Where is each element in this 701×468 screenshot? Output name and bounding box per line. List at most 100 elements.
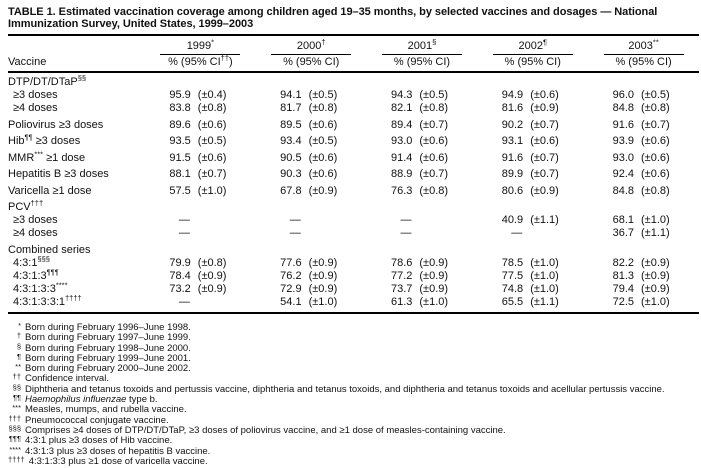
value-cell: 68.1 (±1.0): [588, 214, 699, 227]
percent-value: 81.3: [612, 269, 634, 282]
value-cell: 65.5 (±1.1): [477, 295, 588, 308]
ci-value: (±0.6): [419, 135, 449, 147]
footnote-text: Comprises ≥4 doses of DTP/DT/DTaP, ≥3 do…: [25, 424, 506, 436]
row-label: ≥4 doses: [13, 102, 58, 114]
percent-value: 90.5: [280, 151, 302, 164]
ci-value: (±0.9): [419, 282, 449, 295]
footnotes: * Born during February 1996–June 1998. † Bo…: [8, 321, 701, 467]
year-label: 1999*: [160, 38, 241, 55]
percent-value: 88.1: [169, 168, 191, 180]
ci-value: (±1.0): [308, 295, 338, 308]
footnote: ** Born during February 2000–June 2002.: [8, 362, 701, 374]
footnote-marker: ¶¶: [12, 393, 21, 403]
value-cell: —: [145, 214, 256, 227]
value-cell: 94.9 (±0.6): [477, 89, 588, 102]
percent-value: 93.0: [612, 151, 634, 164]
section-label: Combined series: [8, 243, 91, 256]
ci-value: (±1.1): [530, 295, 559, 308]
no-data-dash: —: [178, 214, 190, 226]
percent-value: 77.6: [280, 256, 302, 269]
percent-value: 93.9: [612, 135, 634, 147]
percent-value: 76.2: [280, 269, 302, 282]
footnote-marker: ¶: [16, 351, 21, 361]
year-label: 2002¶: [492, 38, 573, 55]
percent-value: 72.5: [612, 295, 634, 308]
percent-value: 80.6: [501, 184, 524, 197]
ci-header: % (95% CI††): [145, 52, 256, 73]
percent-value: 94.3: [390, 89, 413, 101]
footnote-marker: ††††: [8, 454, 25, 464]
percent-value: 78.6: [390, 256, 413, 269]
value-cell: 61.3 (±1.0): [367, 295, 478, 308]
no-data-dash: —: [289, 214, 301, 226]
ci-value: (±0.6): [197, 151, 227, 164]
footnote-marker: ***: [34, 148, 44, 158]
ci-value: (±0.9): [419, 256, 449, 269]
percent-value: 90.3: [280, 168, 302, 180]
ci-header-row: Vaccine% (95% CI††)% (95% CI)% (95% CI)%…: [8, 52, 699, 73]
footnote-text: Born during February 1998–June 2000.: [25, 342, 191, 354]
value-cell: 94.1 (±0.5): [256, 89, 367, 102]
footnote-marker: ****: [9, 444, 21, 454]
year-marker: †: [321, 37, 326, 47]
vaccine-column-header: Vaccine: [8, 54, 145, 73]
percent-value: 61.3: [390, 295, 413, 308]
footnote: *** Measles, mumps, and rubella vaccine.: [8, 403, 701, 415]
value-cell: 78.6 (±0.9): [367, 256, 478, 269]
value-cell: 74.8 (±1.0): [477, 282, 588, 295]
footnote-text: Born during February 1996–June 1998.: [25, 322, 191, 333]
value-cell: 89.4 (±0.7): [367, 115, 478, 132]
row-label: MMR*** ≥1 dose: [8, 148, 86, 164]
ci-value: (±0.8): [197, 256, 227, 269]
footnote-marker: ††: [220, 52, 230, 62]
year-header: 2000†: [256, 36, 367, 55]
percent-value: 93.5: [169, 135, 191, 147]
ci-value: (±0.9): [308, 269, 338, 282]
value-cell: 82.2 (±0.9): [588, 256, 699, 269]
year-header: 2001§: [367, 36, 478, 55]
footnote-text: Born during February 1999–June 2001.: [25, 352, 191, 364]
row-label: Hepatitis B ≥3 doses: [8, 168, 109, 180]
row-label: ≥3 doses: [13, 89, 58, 101]
ci-value: (±0.5): [197, 135, 227, 147]
value-cell: 77.5 (±1.0): [477, 269, 588, 282]
footnote-text: Pneumococcal conjugate vaccine.: [25, 414, 169, 426]
no-data-dash: —: [400, 214, 412, 226]
value-cell: 96.0 (±0.5): [588, 89, 699, 102]
value-cell: 95.9 (±0.4): [145, 89, 256, 102]
footnote: † Born during February 1997–June 1999.: [8, 331, 701, 343]
value-cell: 79.4 (±0.9): [588, 282, 699, 295]
value-cell: 89.9 (±0.7): [477, 164, 588, 181]
percent-value: 40.9: [501, 214, 524, 226]
table-title: TABLE 1. Estimated vaccination coverage …: [8, 6, 658, 30]
year-label: 2000†: [271, 38, 352, 55]
no-data-dash: —: [511, 227, 523, 239]
percent-value: 36.7: [612, 227, 634, 239]
percent-value: 91.6: [501, 151, 524, 164]
percent-value: 82.2: [612, 256, 634, 269]
value-cell: 57.5 (±1.0): [145, 181, 256, 198]
footnote-marker: ****: [55, 279, 68, 289]
value-cell: 92.4 (±0.6): [588, 164, 699, 181]
ci-value: (±0.6): [641, 135, 670, 147]
year-marker: *: [211, 37, 215, 47]
section-row: DTP/DT/DTaP§§: [8, 72, 699, 89]
percent-value: 78.4: [169, 269, 191, 282]
section-label: DTP/DT/DTaP§§: [8, 73, 87, 88]
ci-value: (±0.6): [308, 151, 338, 164]
table-header: 1999* 2000† 2001§ 2002¶ 2003** Vaccine% (95%…: [8, 36, 699, 73]
value-cell: 94.3 (±0.5): [367, 89, 478, 102]
value-cell: 67.8 (±0.9): [256, 181, 367, 198]
ci-value: (±0.9): [641, 256, 670, 269]
percent-value: 93.1: [501, 135, 524, 147]
table-row: 4:3:1§§§ 79.9 (±0.8) 77.6 (±0.9) 78.6 (±0.9) 78…: [8, 255, 699, 269]
ci-value: (±0.9): [197, 269, 227, 282]
value-cell: 76.3 (±0.8): [367, 181, 478, 198]
percent-value: 96.0: [612, 89, 634, 101]
ci-value: (±0.9): [308, 184, 338, 197]
ci-value: (±1.0): [530, 282, 559, 295]
value-cell: 72.9 (±0.9): [256, 282, 367, 295]
ci-value: (±0.7): [641, 118, 670, 131]
percent-value: 91.4: [390, 151, 413, 164]
ci-value: (±0.6): [308, 168, 338, 180]
